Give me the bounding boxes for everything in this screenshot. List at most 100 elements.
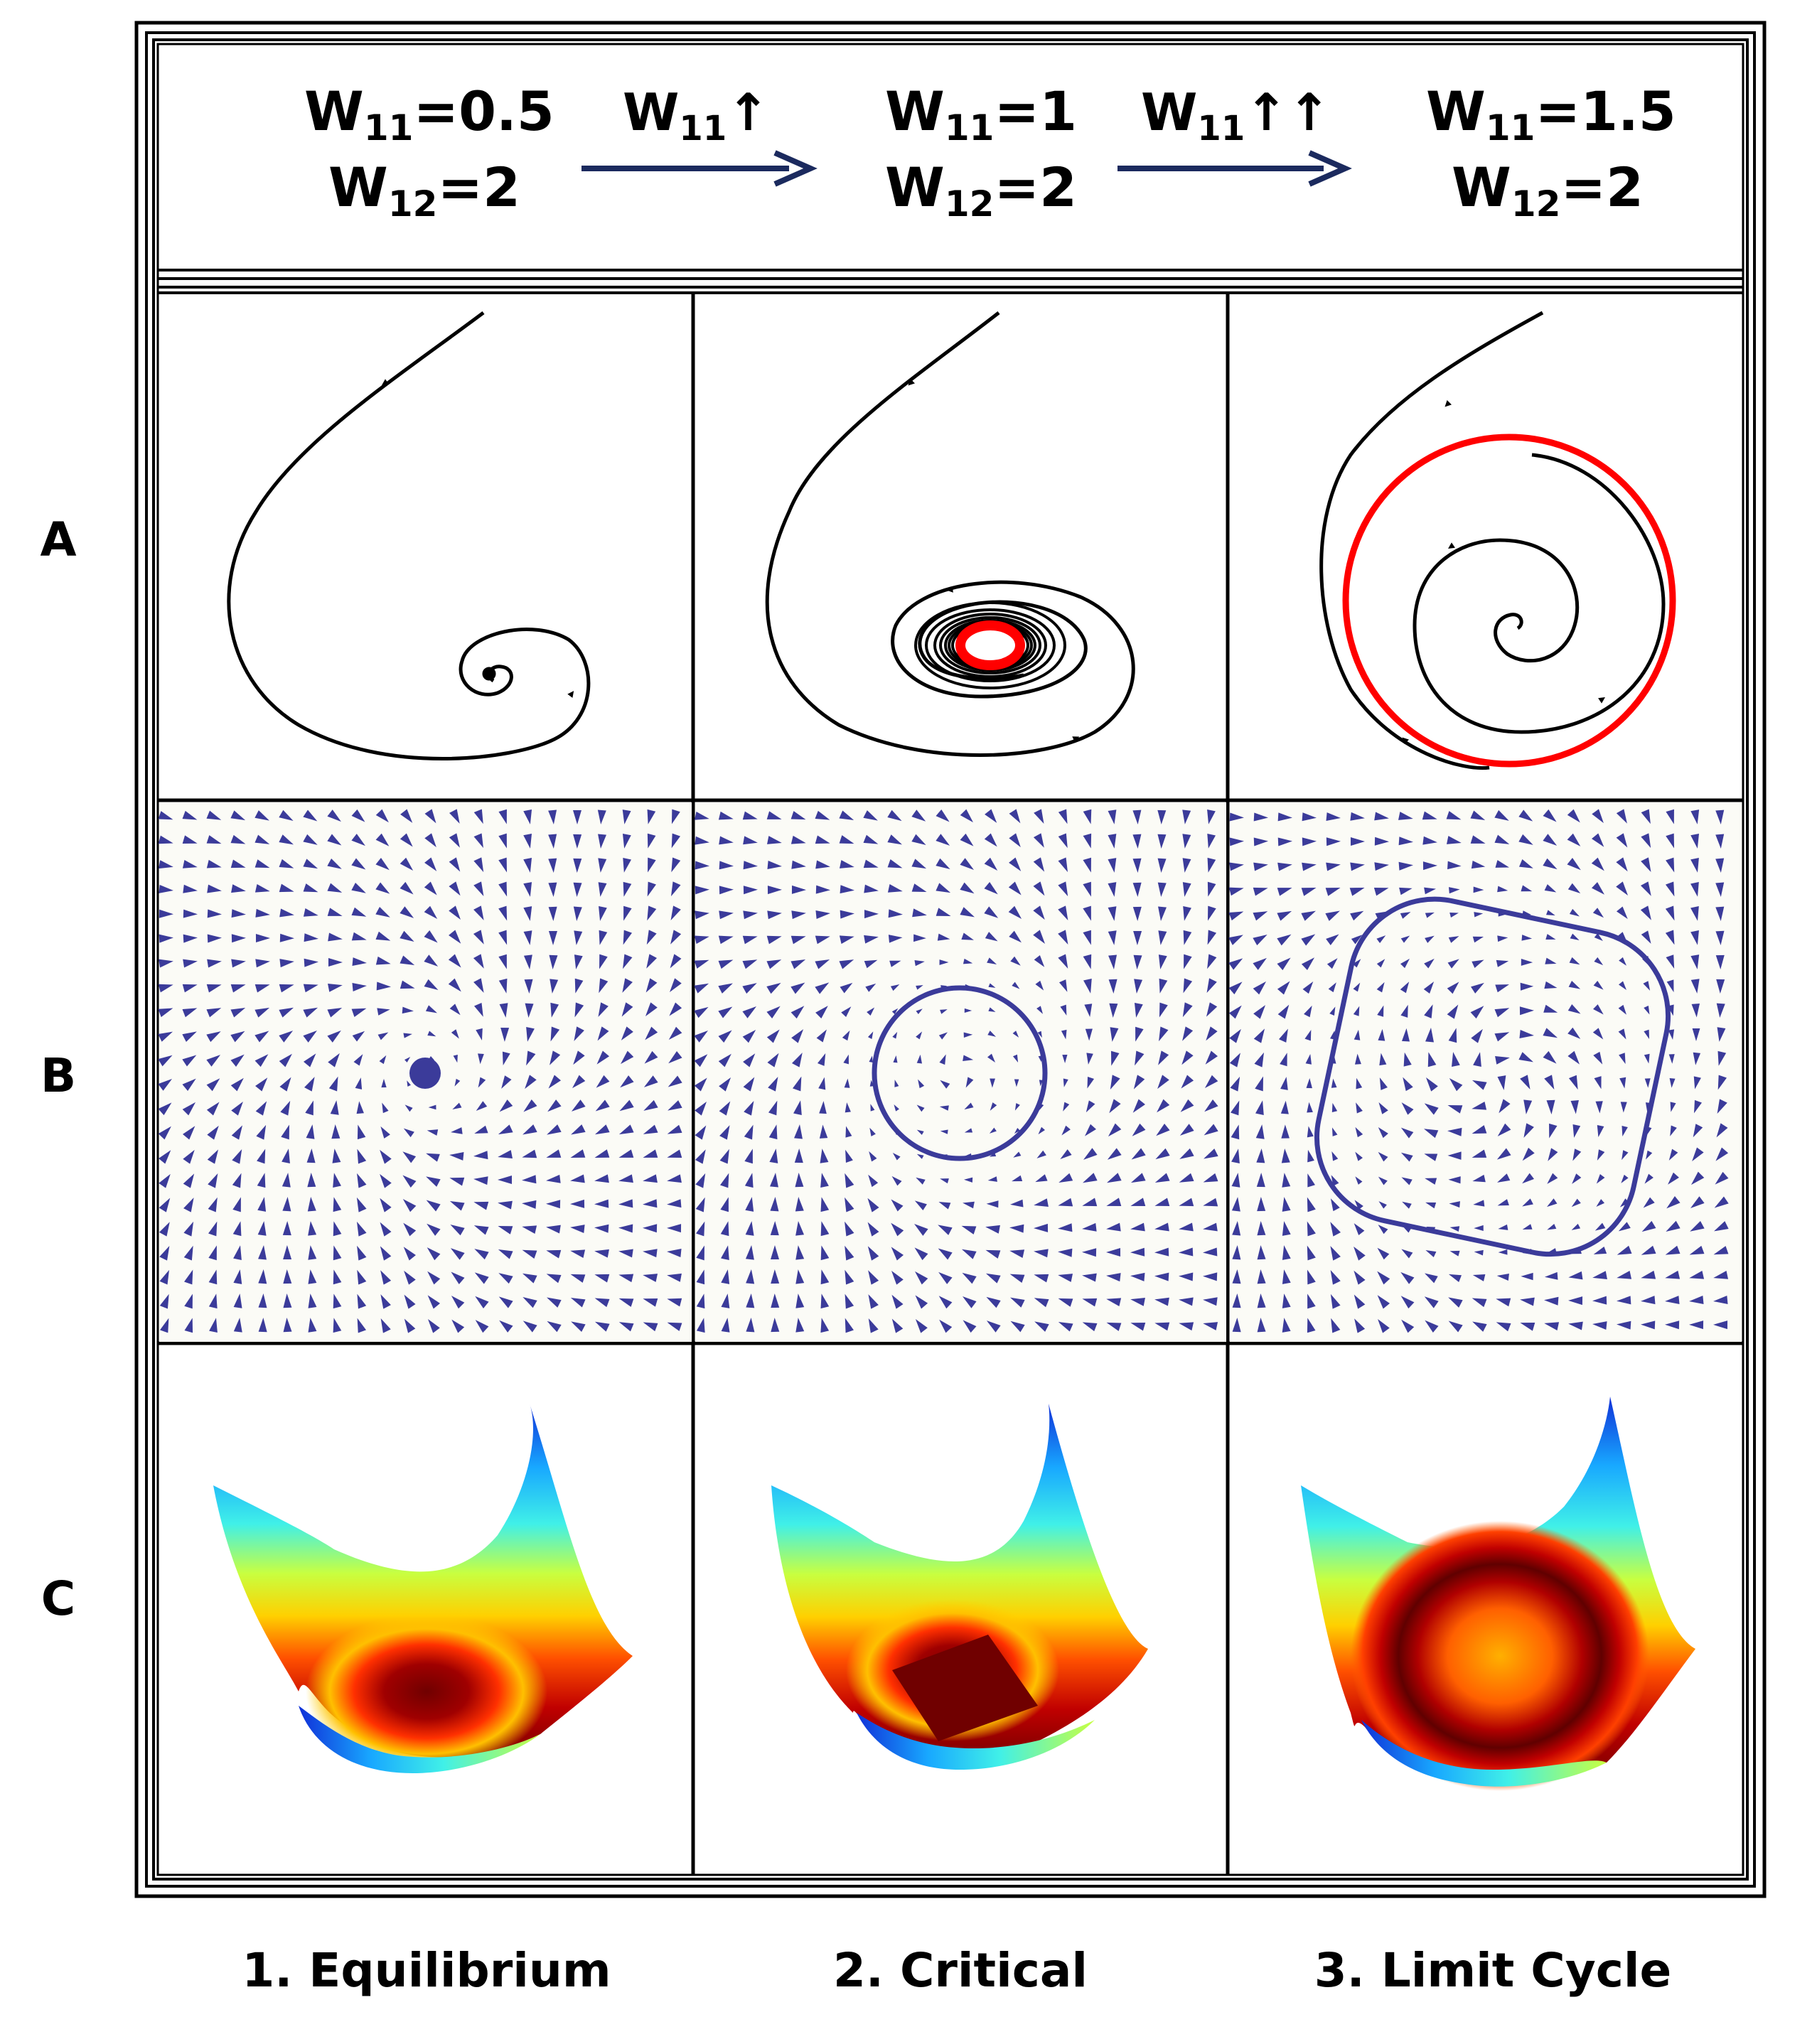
vector-arrow <box>327 1008 343 1018</box>
vector-arrow <box>1282 1197 1291 1212</box>
vector-arrow <box>1010 1297 1025 1308</box>
vector-arrow <box>304 933 318 942</box>
vector-arrow <box>1717 1027 1726 1042</box>
vector-arrow <box>158 1102 172 1116</box>
vector-arrow <box>1058 1274 1073 1282</box>
vector-arrow <box>820 1318 830 1333</box>
row-label-a: A <box>40 512 76 567</box>
vector-arrow <box>1617 1320 1631 1330</box>
vector-arrow <box>1568 1321 1583 1330</box>
vector-arrow <box>1544 981 1558 989</box>
vector-arrow <box>1377 1295 1390 1309</box>
vector-arrow <box>333 1173 341 1188</box>
vector-arrow <box>308 1221 317 1236</box>
vector-arrow <box>1427 1052 1437 1067</box>
vector-arrow <box>1543 858 1558 870</box>
vector-arrow <box>1668 1029 1675 1040</box>
vector-arrow <box>182 1126 195 1140</box>
vector-arrow <box>1355 1151 1363 1161</box>
vector-arrow <box>230 810 246 821</box>
vector-arrow <box>598 1002 609 1017</box>
vector-arrow <box>1086 1100 1095 1113</box>
vector-arrow <box>1034 809 1044 824</box>
vector-arrow <box>1715 834 1725 849</box>
vector-arrow <box>794 1149 803 1163</box>
vector-arrow <box>1518 834 1533 845</box>
vector-arrow <box>1472 1149 1487 1158</box>
vector-arrow <box>1619 957 1626 966</box>
vector-arrow <box>867 1007 875 1016</box>
vector-arrow <box>1448 1320 1463 1333</box>
vector-arrow <box>695 886 709 895</box>
vector-arrow <box>231 934 246 943</box>
vector-arrow <box>1132 809 1142 824</box>
vector-arrow <box>1616 809 1627 824</box>
vector-arrow <box>694 983 709 994</box>
vector-arrow <box>1010 1199 1024 1207</box>
vector-arrow <box>279 908 294 918</box>
vector-arrow <box>668 1075 682 1087</box>
vector-arrow <box>1307 1293 1316 1309</box>
vector-arrow <box>375 931 391 941</box>
vector-arrow <box>816 1029 827 1043</box>
vector-arrow <box>1109 1099 1121 1114</box>
vector-arrow <box>474 1249 489 1260</box>
vector-arrow <box>357 1173 367 1188</box>
vector-arrow <box>1713 1320 1728 1330</box>
vector-arrow <box>890 984 900 991</box>
vector-arrow <box>1036 1006 1044 1014</box>
vector-arrow <box>1498 1249 1508 1255</box>
vector-arrow <box>572 809 581 824</box>
vector-arrow <box>719 1101 731 1116</box>
vector-arrow <box>1448 1297 1463 1308</box>
vector-arrow <box>845 1149 853 1163</box>
vector-arrow <box>961 1249 977 1259</box>
vector-arrow <box>473 954 484 969</box>
vector-arrow <box>1665 1296 1680 1305</box>
vector-arrow <box>1207 833 1216 849</box>
vector-arrow <box>352 1031 365 1042</box>
vector-arrow <box>522 1273 537 1284</box>
vector-arrow <box>448 978 461 992</box>
vector-arrow <box>1694 1099 1702 1114</box>
vector-arrow <box>574 1026 584 1041</box>
vector-arrow <box>815 860 830 869</box>
vector-arrow <box>159 860 173 869</box>
vector-arrow <box>599 906 607 921</box>
vector-arrow <box>961 1225 977 1235</box>
vector-arrow <box>1282 1269 1291 1284</box>
vector-arrow <box>523 834 532 849</box>
vector-arrow <box>1424 887 1437 895</box>
vector-arrow <box>1203 1297 1218 1306</box>
vector-arrow <box>574 978 584 994</box>
vector-arrow <box>819 1124 828 1139</box>
vector-arrow <box>351 907 367 917</box>
vector-arrow <box>746 1293 755 1308</box>
vector-arrow <box>594 1274 610 1283</box>
vector-arrow <box>618 1298 634 1307</box>
vector-arrow <box>695 1173 706 1188</box>
vector-arrow <box>984 857 998 871</box>
vector-arrow <box>1495 860 1510 868</box>
vector-arrow <box>815 810 830 820</box>
vector-arrow <box>524 979 533 994</box>
vector-arrow <box>985 1249 1001 1259</box>
vector-arrow <box>1548 1148 1558 1161</box>
vector-arrow <box>1009 833 1021 848</box>
vector-arrow <box>1644 1029 1650 1040</box>
vector-arrow <box>1255 1100 1264 1116</box>
vector-arrow <box>449 1004 461 1016</box>
vector-arrow <box>1182 1002 1193 1018</box>
vector-arrow <box>327 858 342 869</box>
vector-arrow <box>790 1006 805 1019</box>
vector-arrow <box>1470 810 1486 820</box>
vector-arrow <box>1593 980 1604 990</box>
vector-arrow <box>863 834 879 844</box>
vector-arrow <box>1157 1075 1169 1090</box>
vector-arrow <box>1354 1029 1361 1040</box>
vector-arrow <box>380 1270 392 1285</box>
vector-arrow <box>206 810 222 820</box>
vector-arrow <box>1716 979 1725 994</box>
vector-arrow <box>1228 911 1244 921</box>
vector-arrow <box>916 1054 922 1064</box>
